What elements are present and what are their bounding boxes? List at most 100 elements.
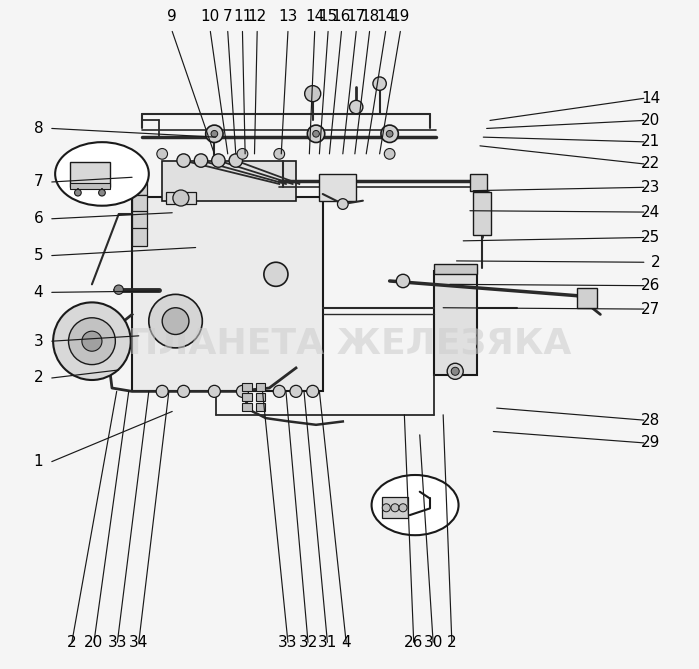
Bar	[132, 178, 147, 195]
Circle shape	[381, 125, 398, 142]
Circle shape	[75, 189, 81, 196]
Text: 25: 25	[642, 230, 661, 245]
Bar	[166, 192, 196, 204]
Text: 31: 31	[318, 636, 337, 650]
Circle shape	[173, 190, 189, 206]
Text: 28: 28	[642, 413, 661, 427]
Bar	[382, 497, 408, 518]
Bar	[243, 383, 252, 391]
Text: 3: 3	[34, 334, 43, 349]
Bar	[256, 403, 265, 411]
Text: 29: 29	[641, 436, 661, 450]
Text: 15: 15	[319, 9, 338, 24]
Text: 34: 34	[129, 636, 148, 650]
Text: 32: 32	[298, 636, 318, 650]
Circle shape	[149, 294, 202, 348]
Bar	[434, 264, 477, 274]
Text: 6: 6	[34, 211, 43, 226]
Circle shape	[69, 318, 115, 365]
Bar	[162, 161, 296, 201]
Text: 12: 12	[247, 9, 267, 24]
Bar	[243, 403, 252, 411]
Circle shape	[350, 100, 363, 114]
Bar	[132, 195, 147, 212]
Text: 14: 14	[305, 9, 324, 24]
Circle shape	[156, 385, 168, 397]
Circle shape	[273, 385, 285, 397]
Text: 2: 2	[34, 371, 43, 385]
Bar	[243, 393, 252, 401]
Circle shape	[157, 149, 168, 159]
Text: 14: 14	[642, 91, 661, 106]
Text: 13: 13	[278, 9, 298, 24]
Circle shape	[211, 130, 217, 137]
Text: 20: 20	[85, 636, 103, 650]
Text: 26: 26	[404, 636, 424, 650]
Bar	[132, 228, 147, 246]
Circle shape	[451, 367, 459, 375]
Circle shape	[206, 125, 223, 142]
Circle shape	[162, 308, 189, 334]
Text: 7: 7	[34, 175, 43, 189]
Bar	[132, 197, 323, 391]
Circle shape	[274, 149, 284, 159]
Circle shape	[264, 262, 288, 286]
Circle shape	[194, 154, 208, 167]
Circle shape	[178, 385, 189, 397]
Circle shape	[308, 125, 325, 142]
Text: 26: 26	[641, 278, 661, 293]
Text: 21: 21	[642, 134, 661, 149]
Circle shape	[338, 199, 348, 209]
Bar	[256, 393, 265, 401]
Text: 18: 18	[360, 9, 379, 24]
Text: 14: 14	[376, 9, 395, 24]
Bar	[70, 183, 110, 189]
Circle shape	[237, 149, 248, 159]
Bar	[470, 174, 487, 191]
Circle shape	[447, 363, 463, 379]
Text: 2: 2	[447, 636, 456, 650]
Bar	[577, 288, 597, 308]
Text: 2: 2	[651, 255, 661, 270]
Circle shape	[312, 130, 319, 137]
Text: 33: 33	[108, 636, 127, 650]
Text: 10: 10	[201, 9, 220, 24]
Circle shape	[384, 149, 395, 159]
Circle shape	[114, 285, 124, 294]
Text: 27: 27	[642, 302, 661, 316]
Text: 7: 7	[223, 9, 233, 24]
Text: ПЛАНЕТА ЖЕЛЕЗЯКА: ПЛАНЕТА ЖЕЛЕЗЯКА	[128, 326, 571, 360]
Bar	[319, 174, 356, 201]
Circle shape	[99, 189, 106, 196]
Circle shape	[177, 154, 190, 167]
Circle shape	[82, 331, 102, 351]
Circle shape	[305, 86, 321, 102]
Circle shape	[290, 385, 302, 397]
Bar	[473, 192, 491, 235]
Text: 17: 17	[347, 9, 366, 24]
Bar	[256, 383, 265, 391]
Ellipse shape	[372, 475, 459, 535]
Circle shape	[236, 385, 248, 397]
Circle shape	[399, 504, 407, 512]
Text: 20: 20	[642, 113, 661, 128]
Circle shape	[396, 274, 410, 288]
Circle shape	[387, 130, 393, 137]
Text: 11: 11	[233, 9, 252, 24]
Bar	[70, 162, 110, 187]
Text: 24: 24	[642, 205, 661, 219]
Text: 33: 33	[278, 636, 298, 650]
Text: 19: 19	[391, 9, 410, 24]
Text: 23: 23	[641, 180, 661, 195]
Circle shape	[382, 504, 390, 512]
Circle shape	[208, 385, 220, 397]
Text: 2: 2	[67, 636, 77, 650]
Bar	[132, 211, 147, 229]
Text: 16: 16	[332, 9, 351, 24]
Circle shape	[53, 302, 131, 380]
Text: 9: 9	[167, 9, 177, 24]
Text: 1: 1	[34, 454, 43, 469]
Text: 4: 4	[341, 636, 351, 650]
Text: 22: 22	[642, 157, 661, 171]
Circle shape	[212, 154, 225, 167]
